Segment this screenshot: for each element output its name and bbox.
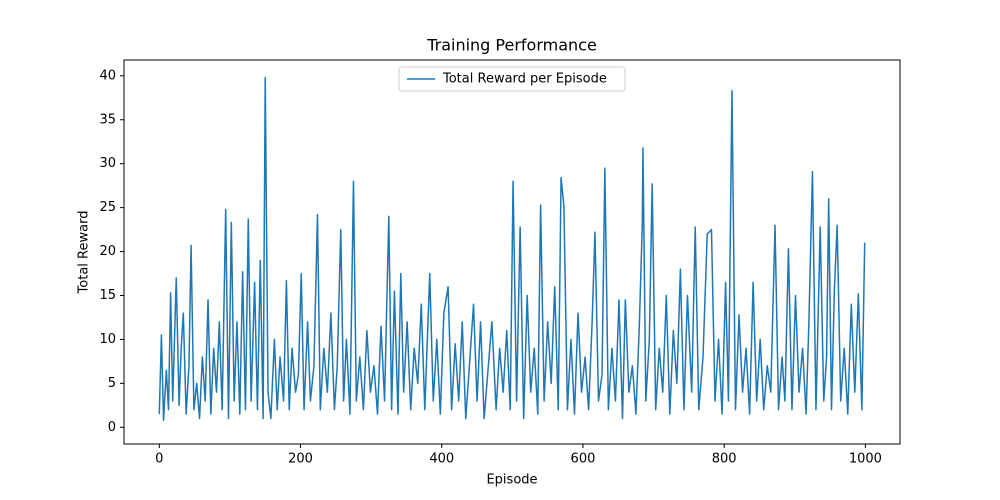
x-tick-label: 600 [571,452,596,467]
y-tick-label: 40 [99,68,116,83]
x-tick-label: 1000 [849,452,882,467]
x-tick-label: 200 [288,452,313,467]
y-tick-label: 5 [108,376,116,391]
data-line [158,76,866,422]
y-axis-label: Total Reward [77,211,92,295]
x-tick-label: 400 [429,452,454,467]
y-tick-label: 20 [99,244,116,259]
y-tick-label: 25 [99,200,116,215]
legend-label: Total Reward per Episode [442,72,607,87]
y-tick-label: 30 [99,156,116,171]
plot-area [158,76,866,422]
y-tick-label: 0 [108,420,116,435]
y-tick-label: 35 [99,112,116,127]
x-tick-label: 800 [712,452,737,467]
x-axis-label: Episode [486,473,537,488]
x-tick-label: 0 [155,452,163,467]
y-tick-label: 10 [99,332,116,347]
legend-box [398,66,626,92]
chart-title: Training Performance [426,36,597,55]
y-tick-label: 15 [99,288,116,303]
